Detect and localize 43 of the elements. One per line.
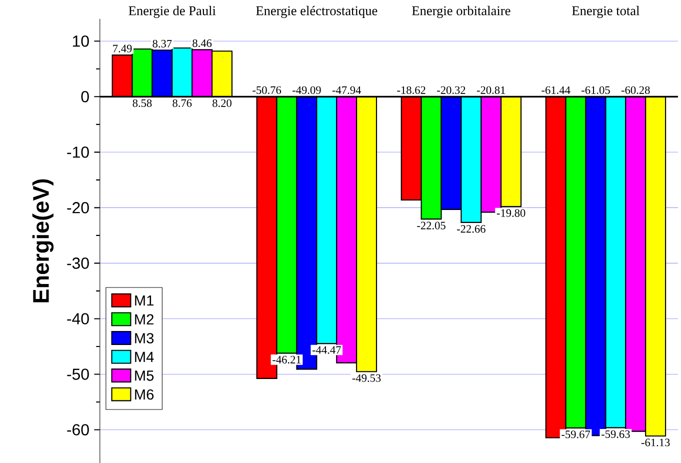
y-tick-label: -10 <box>67 146 89 158</box>
y-tick-label: -60 <box>67 424 89 436</box>
data-label: -59.63 <box>602 430 630 438</box>
y-tick-label: -50 <box>67 368 89 380</box>
legend-label: M3 <box>135 333 154 344</box>
data-label: -60.28 <box>621 86 650 94</box>
y-tick-label: 0 <box>81 90 89 102</box>
x-tick-label: Energie orbitalaire <box>412 6 510 18</box>
legend-label: M5 <box>135 370 154 381</box>
y-tick-label: 10 <box>72 35 89 47</box>
x-tick-label: Energie eléctrostatique <box>256 6 378 18</box>
data-label: -50.76 <box>252 86 282 94</box>
data-label: -49.09 <box>292 86 321 94</box>
y-axis-title: Energie(eV) <box>32 179 54 302</box>
data-label: 8.46 <box>192 39 212 47</box>
legend-label: M6 <box>135 389 154 400</box>
data-label: -19.80 <box>496 209 526 217</box>
x-tick-label: Energie de Pauli <box>128 6 216 18</box>
data-label: -20.81 <box>476 86 506 94</box>
data-label: -44.47 <box>312 346 341 354</box>
data-label: -61.13 <box>641 438 670 446</box>
data-label: 8.76 <box>172 99 192 107</box>
data-label: -61.44 <box>542 86 570 94</box>
y-tick-label: -40 <box>67 313 89 324</box>
data-label: -49.53 <box>352 374 381 382</box>
y-tick-label: -20 <box>67 202 89 214</box>
data-label: 7.49 <box>113 44 132 52</box>
data-label: -46.21 <box>272 356 301 364</box>
data-label: -61.05 <box>582 86 610 94</box>
data-label: -20.32 <box>437 86 466 94</box>
data-label: 8.37 <box>152 40 172 48</box>
y-tick-label: -30 <box>67 258 89 269</box>
legend-label: M2 <box>135 314 154 324</box>
data-label: -59.67 <box>562 430 590 438</box>
data-label: -47.94 <box>332 86 362 94</box>
data-label: 8.20 <box>212 99 232 107</box>
data-label: -18.62 <box>397 86 426 94</box>
legend-label: M4 <box>135 352 154 362</box>
data-label: 8.58 <box>132 99 152 107</box>
data-label: -22.66 <box>456 225 486 233</box>
data-label: -22.05 <box>417 222 446 230</box>
x-tick-label: Energie total <box>572 6 640 18</box>
legend-label: M1 <box>135 295 154 306</box>
